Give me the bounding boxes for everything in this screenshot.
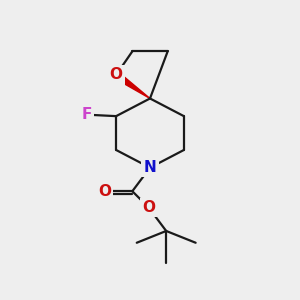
Text: O: O bbox=[110, 68, 123, 82]
Text: F: F bbox=[82, 107, 92, 122]
Text: O: O bbox=[98, 184, 111, 199]
Text: N: N bbox=[144, 160, 156, 175]
Text: O: O bbox=[142, 200, 155, 215]
Polygon shape bbox=[114, 72, 150, 98]
